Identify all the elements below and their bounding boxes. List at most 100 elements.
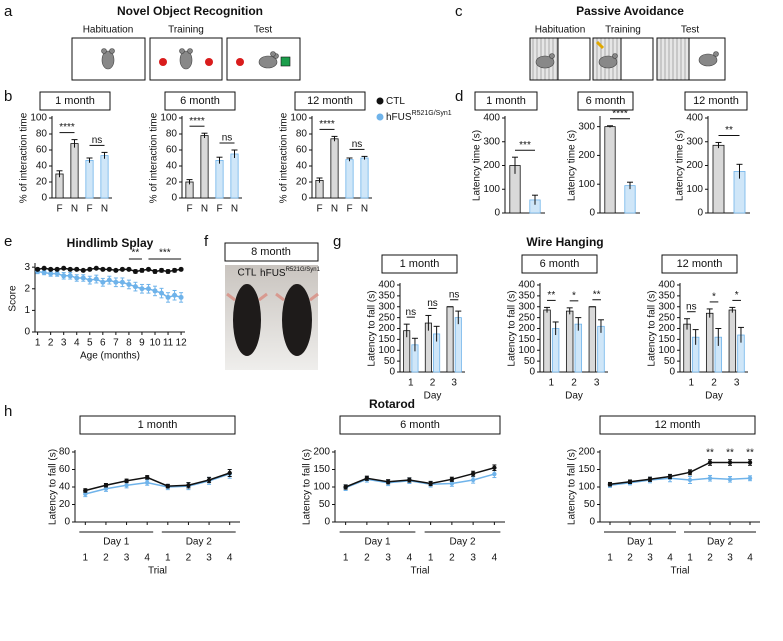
- chart-title: Hindlimb Splay: [67, 236, 154, 250]
- legend-label: CTL: [386, 96, 405, 107]
- x-tick-label: 2: [186, 553, 192, 564]
- significance-label: ****: [189, 116, 205, 127]
- marker: [103, 486, 109, 491]
- y-tick-label: 200: [686, 160, 703, 171]
- marker: [103, 483, 109, 488]
- x-tick-label: 2: [103, 553, 109, 564]
- series-line: [609, 477, 751, 486]
- day-label: Day 1: [627, 537, 654, 548]
- marker: [61, 273, 67, 279]
- x-tick-label: N: [71, 204, 78, 215]
- significance-label: **: [593, 289, 601, 300]
- marker: [178, 266, 184, 272]
- y-tick-label: 200: [578, 447, 595, 458]
- y-axis-label: % of interaction time: [149, 112, 160, 203]
- y-tick-label: 150: [313, 464, 330, 475]
- stage-label: Habituation: [83, 25, 134, 36]
- title-box: [577, 91, 634, 111]
- y-tick-label: 50: [384, 356, 396, 367]
- y-tick-label: 100: [30, 113, 47, 124]
- marker: [93, 265, 99, 271]
- x-tick-label: N: [361, 204, 368, 215]
- marker: [343, 484, 348, 490]
- y-axis-label: Latency to fall (s): [647, 290, 658, 366]
- marker: [492, 471, 497, 477]
- y-tick-label: 300: [378, 301, 395, 312]
- y-tick-label: 100: [658, 345, 675, 356]
- chart-title: 1 month: [55, 95, 95, 107]
- bar: [345, 159, 354, 199]
- significance-label: **: [706, 447, 714, 458]
- marker: [206, 477, 212, 483]
- marker: [172, 292, 178, 298]
- panel-title: Novel Object Recognition: [117, 4, 263, 18]
- y-axis-label: Latency time (s): [675, 130, 686, 201]
- marker: [492, 465, 497, 470]
- x-tick-label: 7: [113, 338, 119, 349]
- y-tick-label: 100: [483, 184, 500, 195]
- y-tick-label: 150: [578, 464, 595, 475]
- marker: [364, 476, 370, 481]
- significance-label: ****: [319, 119, 335, 130]
- significance-label: ns: [222, 133, 233, 144]
- y-tick-label: 20: [59, 499, 71, 510]
- y-tick-label: 50: [319, 499, 331, 510]
- arena-diagram: [71, 37, 301, 81]
- legend-text: hFUS: [386, 112, 412, 123]
- y-tick-label: 0: [697, 208, 703, 219]
- panel-title: Wire Hanging: [526, 235, 603, 249]
- marker: [152, 288, 158, 294]
- bar: [100, 155, 109, 199]
- y-tick-label: 0: [301, 193, 307, 204]
- chart-title: 12 month: [677, 258, 723, 270]
- x-tick-label: 3: [734, 378, 740, 389]
- marker: [159, 267, 165, 273]
- y-tick-label: 0: [64, 517, 70, 528]
- marker: [407, 477, 412, 483]
- x-tick-label: 3: [470, 553, 476, 564]
- x-tick-label: 4: [74, 338, 80, 349]
- marker: [172, 267, 178, 273]
- y-tick-label: 80: [59, 447, 71, 458]
- significance-label: ns: [406, 307, 417, 318]
- x-tick-label: 4: [144, 553, 150, 564]
- marker: [707, 460, 713, 465]
- marker: [113, 267, 119, 273]
- y-tick-label: 100: [686, 184, 703, 195]
- x-tick-label: 2: [430, 378, 436, 389]
- marker: [144, 480, 150, 485]
- y-tick-label: 60: [296, 145, 308, 156]
- y-tick-label: 50: [524, 356, 536, 367]
- panel-letter: h: [4, 403, 12, 420]
- marker: [54, 271, 60, 277]
- marker: [41, 265, 47, 271]
- y-tick-label: 40: [166, 161, 178, 172]
- y-tick-label: 60: [166, 145, 178, 156]
- y-tick-label: 200: [658, 323, 675, 334]
- y-tick-label: 100: [578, 482, 595, 493]
- marker: [687, 477, 693, 483]
- x-axis-label: Day: [705, 391, 723, 402]
- y-tick-label: 50: [664, 356, 676, 367]
- x-tick-label: N: [201, 204, 208, 215]
- y-tick-label: 2: [24, 283, 30, 294]
- y-tick-label: 400: [518, 280, 535, 291]
- x-tick-label: 4: [492, 553, 498, 564]
- day-label: Day 1: [103, 537, 130, 548]
- y-tick-label: 400: [378, 280, 395, 291]
- marker: [607, 482, 613, 487]
- series-line: [609, 461, 750, 485]
- y-axis-label: Latency to fall (s): [367, 290, 378, 366]
- y-tick-label: 200: [518, 323, 535, 334]
- y-tick-label: 20: [166, 177, 178, 188]
- x-axis-label: Trial: [410, 566, 429, 577]
- marker: [67, 273, 73, 279]
- y-tick-label: 100: [313, 482, 330, 493]
- marker: [119, 279, 125, 285]
- panel-title: 8 month: [251, 246, 291, 258]
- y-tick-label: 0: [494, 208, 500, 219]
- title-box: [39, 91, 111, 111]
- y-tick-label: 60: [36, 145, 48, 156]
- legend-marker: [376, 113, 384, 121]
- x-tick-label: 3: [647, 553, 653, 564]
